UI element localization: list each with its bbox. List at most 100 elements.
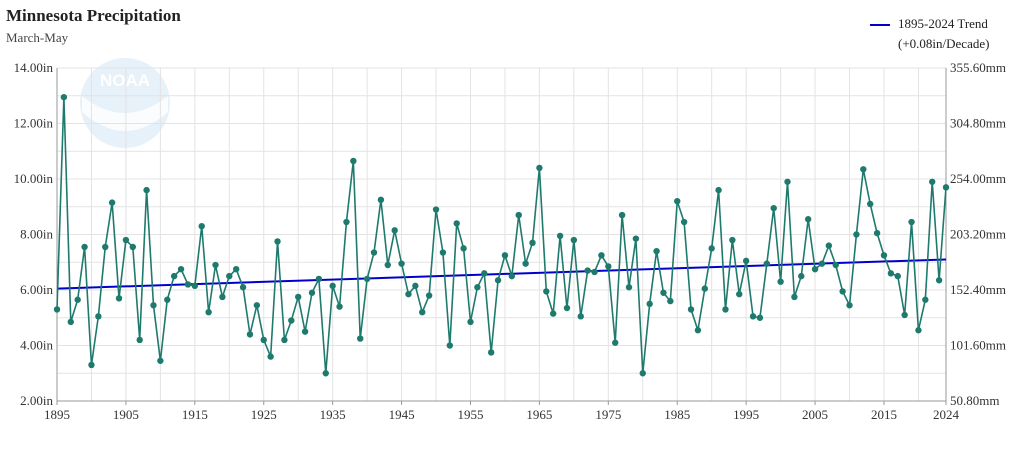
data-point[interactable] bbox=[929, 178, 936, 185]
data-point[interactable] bbox=[763, 260, 771, 267]
data-point[interactable] bbox=[405, 290, 412, 298]
data-point[interactable] bbox=[446, 342, 454, 349]
data-point[interactable] bbox=[563, 304, 571, 312]
data-point[interactable] bbox=[908, 218, 915, 226]
data-point[interactable] bbox=[143, 186, 150, 194]
data-point[interactable] bbox=[674, 198, 681, 205]
data-point[interactable] bbox=[136, 336, 143, 344]
data-point[interactable] bbox=[715, 186, 722, 194]
data-point[interactable] bbox=[880, 252, 888, 259]
data-point[interactable] bbox=[315, 275, 323, 283]
data-point[interactable] bbox=[894, 272, 901, 280]
data-point[interactable] bbox=[432, 206, 440, 213]
data-point[interactable] bbox=[935, 277, 943, 284]
data-point[interactable] bbox=[198, 222, 205, 230]
data-point[interactable] bbox=[839, 288, 846, 295]
data-point[interactable] bbox=[343, 218, 350, 226]
data-point[interactable] bbox=[770, 204, 777, 212]
data-point[interactable] bbox=[322, 370, 329, 377]
data-point[interactable] bbox=[729, 236, 736, 244]
data-point[interactable] bbox=[453, 220, 460, 227]
data-point[interactable] bbox=[295, 293, 302, 301]
data-point[interactable] bbox=[177, 265, 185, 273]
data-point[interactable] bbox=[281, 336, 288, 344]
data-point[interactable] bbox=[53, 306, 61, 313]
data-point[interactable] bbox=[108, 199, 116, 206]
data-point[interactable] bbox=[722, 306, 729, 313]
data-point[interactable] bbox=[481, 270, 488, 277]
data-point[interactable] bbox=[536, 164, 543, 172]
data-point[interactable] bbox=[487, 349, 495, 356]
data-point[interactable] bbox=[88, 361, 95, 369]
data-point[interactable] bbox=[742, 257, 750, 265]
data-point[interactable] bbox=[95, 313, 102, 320]
data-point[interactable] bbox=[866, 200, 874, 208]
data-point[interactable] bbox=[556, 232, 564, 240]
data-point[interactable] bbox=[646, 300, 653, 308]
data-point[interactable] bbox=[232, 265, 240, 273]
data-point[interactable] bbox=[515, 211, 522, 219]
data-point[interactable] bbox=[860, 166, 867, 173]
data-point[interactable] bbox=[639, 370, 646, 377]
data-point[interactable] bbox=[288, 317, 295, 324]
data-point[interactable] bbox=[191, 282, 199, 290]
data-point[interactable] bbox=[301, 328, 309, 335]
data-point[interactable] bbox=[625, 284, 633, 291]
data-point[interactable] bbox=[887, 270, 895, 277]
data-point[interactable] bbox=[205, 309, 212, 316]
data-point[interactable] bbox=[915, 327, 922, 334]
data-point[interactable] bbox=[804, 216, 812, 223]
data-point[interactable] bbox=[798, 272, 805, 280]
data-point[interactable] bbox=[784, 178, 791, 185]
data-point[interactable] bbox=[708, 245, 715, 252]
data-point[interactable] bbox=[529, 239, 536, 247]
data-point[interactable] bbox=[412, 282, 419, 290]
data-point[interactable] bbox=[150, 302, 157, 309]
data-point[interactable] bbox=[267, 353, 274, 360]
data-point[interactable] bbox=[584, 267, 591, 274]
data-point[interactable] bbox=[439, 249, 447, 256]
data-point[interactable] bbox=[274, 238, 281, 245]
data-point[interactable] bbox=[591, 268, 598, 276]
data-point[interactable] bbox=[605, 263, 612, 270]
data-point[interactable] bbox=[425, 292, 433, 299]
data-point[interactable] bbox=[336, 303, 343, 310]
data-point[interactable] bbox=[253, 302, 261, 309]
data-point[interactable] bbox=[680, 218, 688, 226]
data-point[interactable] bbox=[749, 313, 757, 320]
data-point[interactable] bbox=[522, 260, 529, 267]
data-point[interactable] bbox=[157, 357, 164, 364]
data-point[interactable] bbox=[756, 314, 764, 321]
data-point[interactable] bbox=[115, 295, 123, 302]
data-point[interactable] bbox=[391, 227, 398, 234]
data-point[interactable] bbox=[901, 311, 908, 319]
data-point[interactable] bbox=[184, 281, 192, 288]
data-point[interactable] bbox=[81, 243, 88, 251]
data-point[interactable] bbox=[239, 284, 247, 291]
data-point[interactable] bbox=[832, 261, 839, 269]
data-point[interactable] bbox=[873, 229, 881, 237]
data-point[interactable] bbox=[811, 265, 819, 273]
data-point[interactable] bbox=[419, 309, 426, 316]
data-point[interactable] bbox=[164, 296, 171, 303]
data-point[interactable] bbox=[219, 293, 226, 301]
data-point[interactable] bbox=[377, 196, 385, 204]
data-point[interactable] bbox=[818, 260, 826, 267]
data-point[interactable] bbox=[549, 310, 557, 317]
data-point[interactable] bbox=[618, 211, 626, 219]
data-point[interactable] bbox=[942, 184, 950, 191]
data-point[interactable] bbox=[350, 157, 357, 165]
data-point[interactable] bbox=[846, 302, 853, 309]
data-point[interactable] bbox=[246, 331, 254, 338]
data-point[interactable] bbox=[687, 306, 695, 313]
data-point[interactable] bbox=[598, 252, 605, 259]
data-point[interactable] bbox=[853, 231, 860, 238]
data-point[interactable] bbox=[129, 243, 137, 251]
data-point[interactable] bbox=[370, 249, 378, 256]
data-point[interactable] bbox=[501, 252, 509, 259]
data-point[interactable] bbox=[60, 93, 68, 101]
data-point[interactable] bbox=[212, 261, 219, 269]
data-point[interactable] bbox=[694, 327, 702, 334]
data-point[interactable] bbox=[329, 282, 336, 290]
data-point[interactable] bbox=[660, 289, 667, 296]
